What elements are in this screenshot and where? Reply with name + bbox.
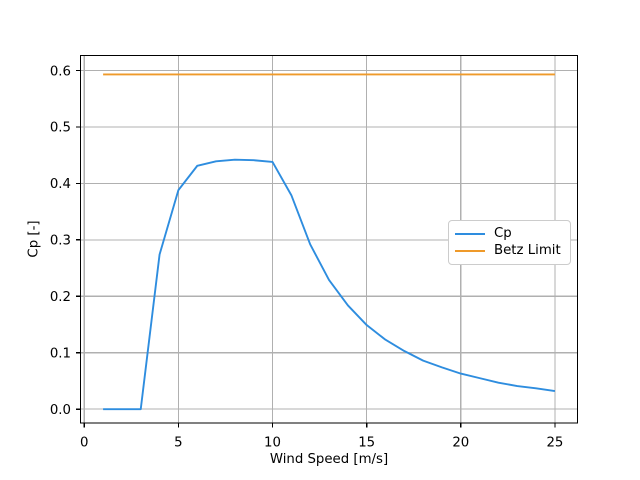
x-tick-label: 10 bbox=[264, 436, 281, 451]
chart-legend: Cp Betz Limit bbox=[448, 220, 571, 265]
y-tick-label: 0.5 bbox=[50, 121, 71, 136]
axis-tick-marks bbox=[75, 69, 556, 428]
y-tick-label: 0.0 bbox=[50, 403, 71, 418]
x-axis-label: Wind Speed [m/s] bbox=[269, 452, 389, 467]
legend-item-betz-limit[interactable]: Betz Limit bbox=[455, 242, 564, 259]
x-tick-label: 25 bbox=[546, 436, 563, 451]
x-tick-label: 5 bbox=[174, 436, 182, 451]
legend-label-betz-limit: Betz Limit bbox=[494, 242, 561, 258]
y-tick-label: 0.2 bbox=[50, 290, 71, 305]
y-tick-label: 0.3 bbox=[50, 234, 71, 249]
legend-item-cp[interactable]: Cp bbox=[455, 225, 564, 242]
x-tick-label: 0 bbox=[80, 436, 88, 451]
legend-line-swatch-betz-limit bbox=[455, 249, 485, 252]
y-tick-label: 0.6 bbox=[50, 64, 71, 79]
axis-tick-labels: 0 5 10 15 20 25 0.0 0.1 0.2 0.3 0.4 0.5 0.6 bbox=[50, 64, 564, 450]
y-tick-label: 0.4 bbox=[50, 177, 71, 192]
y-axis-label: Cp [-] bbox=[26, 220, 42, 258]
x-tick-label: 20 bbox=[452, 436, 469, 451]
series-line-cp bbox=[103, 158, 556, 411]
legend-line-swatch-cp bbox=[455, 232, 485, 235]
data-series-lines bbox=[103, 73, 556, 411]
legend-label-cp: Cp bbox=[494, 225, 512, 241]
y-tick-label: 0.1 bbox=[50, 347, 71, 362]
x-tick-label: 15 bbox=[358, 436, 375, 451]
